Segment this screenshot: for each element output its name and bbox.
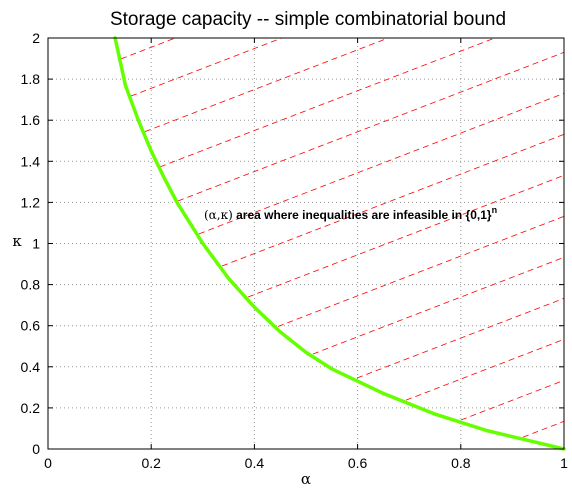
hatch-line (460, 379, 564, 421)
x-axis-label: α (301, 470, 311, 488)
x-tick-label: 0.6 (348, 455, 368, 471)
y-tick-label: 1.6 (21, 112, 41, 128)
annotation-prefix: (α,κ) (204, 208, 233, 222)
y-tick-label: 0.2 (21, 400, 41, 416)
hatch-line (221, 133, 564, 267)
hatch-line (247, 174, 564, 298)
hatch-line (356, 297, 564, 379)
plot-area: 0 0.2 0.4 0.6 0.8 1 0 0.2 0.4 0.6 0.8 1 1.2 1.4 1.6 1.8… (21, 30, 569, 471)
region-annotation: (α,κ) area where inequalities are infeas… (204, 205, 497, 222)
y-tick-label: 1 (32, 236, 40, 252)
x-tick-label: 0.2 (141, 455, 161, 471)
hatch-line (120, 38, 176, 60)
y-tick-label: 0.4 (21, 359, 41, 375)
hatch-line (144, 38, 389, 133)
y-tick-label: 1.2 (21, 194, 41, 210)
x-tick-label: 1 (560, 455, 568, 471)
hatch-line (405, 338, 564, 401)
y-tick-label: 0 (32, 441, 40, 457)
hatch-line (522, 420, 564, 438)
y-tick-label: 2 (32, 30, 40, 46)
chart-title: Storage capacity -- simple combinatorial… (110, 9, 506, 30)
hatch-region (120, 38, 564, 438)
annotation-text: area where inequalities are infeasible i… (233, 208, 492, 222)
annotation-superscript: n (492, 205, 498, 215)
hatch-line (198, 92, 564, 235)
hatch-line (312, 256, 564, 355)
y-axis-label: κ (12, 232, 22, 250)
x-tick-label: 0 (44, 455, 52, 471)
hatch-line (177, 51, 564, 202)
y-tick-label: 1.4 (21, 153, 41, 169)
y-tick-label: 1.8 (21, 71, 41, 87)
x-tick-label: 0.8 (451, 455, 471, 471)
y-tick-label: 0.6 (21, 318, 41, 334)
series-line (113, 36, 566, 451)
hatch-line (159, 38, 495, 168)
axes-box (47, 37, 565, 450)
x-tick-label: 0.4 (245, 455, 265, 471)
hatch-line (277, 215, 564, 327)
y-tick-label: 0.8 (21, 277, 41, 293)
hatch-line (130, 38, 282, 97)
